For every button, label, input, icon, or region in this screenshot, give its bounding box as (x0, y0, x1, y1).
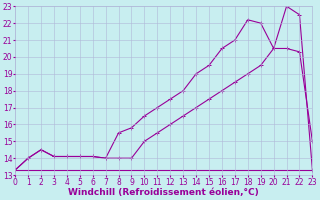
X-axis label: Windchill (Refroidissement éolien,°C): Windchill (Refroidissement éolien,°C) (68, 188, 259, 197)
